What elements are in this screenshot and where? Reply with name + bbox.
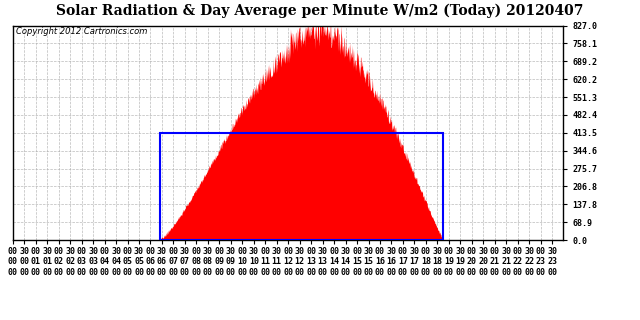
- Text: Copyright 2012 Cartronics.com: Copyright 2012 Cartronics.com: [15, 27, 147, 36]
- Bar: [160, 133, 443, 240]
- Text: Solar Radiation & Day Average per Minute W/m2 (Today) 20120407: Solar Radiation & Day Average per Minute…: [56, 3, 584, 18]
